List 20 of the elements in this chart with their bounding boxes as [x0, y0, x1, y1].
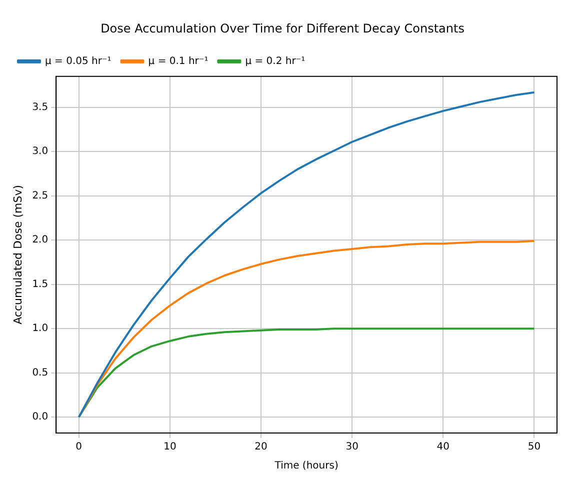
x-tick-label: 30 [346, 442, 358, 453]
x-tick-label: 50 [528, 442, 541, 453]
legend-label: μ = 0.2 hr⁻¹ [245, 56, 306, 67]
y-tick-label: 0.5 [32, 367, 48, 378]
x-tick-label: 20 [254, 442, 268, 453]
legend-label: μ = 0.05 hr⁻¹ [45, 56, 112, 67]
y-tick-label: 3.0 [32, 146, 48, 158]
y-tick-label: 1.5 [32, 278, 48, 290]
x-tick-label: 0 [76, 442, 82, 453]
x-tick-label: 40 [436, 442, 450, 453]
y-axis-title: Accumulated Dose (mSv) [11, 184, 24, 324]
y-tick-label: 3.5 [32, 102, 48, 113]
x-axis-title: Time (hours) [274, 460, 338, 472]
chart-title: Dose Accumulation Over Time for Different Decay Constants [100, 21, 464, 36]
y-tick-label: 0.0 [32, 412, 48, 423]
y-tick-label: 1.0 [32, 323, 48, 334]
x-tick-label: 10 [164, 442, 176, 453]
y-tick-label: 2.5 [32, 190, 48, 202]
legend-label: μ = 0.1 hr⁻¹ [148, 56, 208, 67]
y-tick-label: 2.0 [32, 234, 48, 246]
